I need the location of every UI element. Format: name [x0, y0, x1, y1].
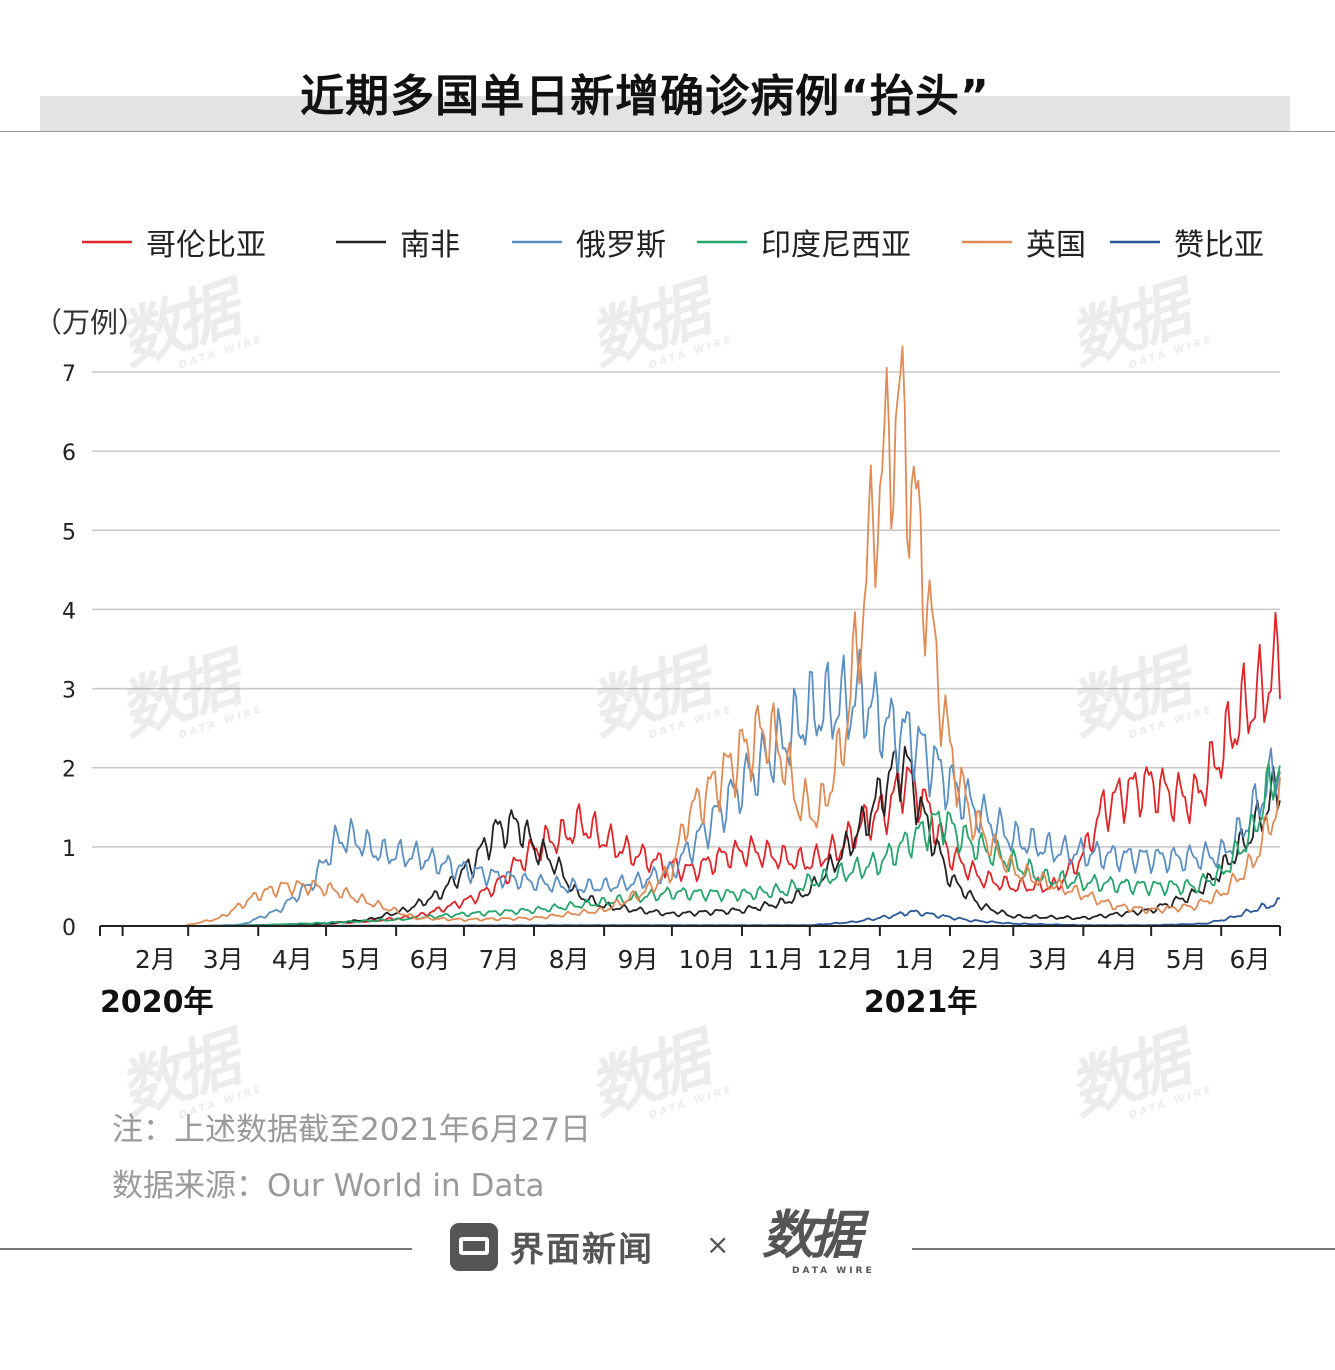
series-line-5 — [100, 345, 1281, 927]
jiemian-brand: 界面新闻 — [450, 1222, 654, 1271]
y-axis-label: （万例） — [34, 306, 146, 339]
y-tick-label: 1 — [62, 837, 76, 862]
x-tick-label: 6月 — [1230, 945, 1271, 974]
x-tick-label: 2月 — [135, 945, 176, 974]
title-band — [40, 96, 1290, 132]
x-tick-label: 7月 — [479, 945, 520, 974]
x-tick-label: 11月 — [747, 945, 804, 974]
source-text: 数据来源：Our World in Data — [112, 1168, 545, 1204]
datawire-logo-en: DATA WIRE — [792, 1266, 875, 1276]
jiemian-name: 界面新闻 — [510, 1230, 654, 1270]
series-line-3 — [100, 648, 1281, 927]
y-axis-ticks: 0 1 2 3 4 5 6 7 — [62, 362, 76, 941]
datawire-logo: 数据 DATA WIRE — [762, 1206, 875, 1276]
legend-label: 印度尼西亚 — [761, 228, 911, 263]
legend-label: 哥伦比亚 — [146, 228, 266, 263]
legend-label: 英国 — [1026, 228, 1086, 263]
datawire-logo-cn: 数据 — [762, 1206, 862, 1266]
chart-legend: 哥伦比亚 南非 俄罗斯 印度尼西亚 英国 赞比亚 — [82, 228, 1264, 263]
x-tick-label: 6月 — [410, 945, 451, 974]
legend-label: 南非 — [400, 228, 460, 263]
note-text: 注：上述数据截至2021年6月27日 — [112, 1112, 592, 1148]
x-tick-label: 9月 — [618, 945, 659, 974]
x-tick-label: 3月 — [1028, 945, 1069, 974]
y-tick-label: 0 — [62, 916, 76, 941]
y-tick-label: 7 — [62, 362, 76, 387]
x-tick-label: 8月 — [549, 945, 590, 974]
x-tick-label: 5月 — [1166, 945, 1207, 974]
y-tick-label: 6 — [62, 441, 76, 466]
series-line-4 — [100, 762, 1281, 927]
title-rule — [0, 131, 1335, 132]
x-tick-label: 4月 — [272, 945, 313, 974]
footer-divider-left — [0, 1248, 412, 1250]
x-axis: 2月 3月 4月 5月 6月 7月 8月 9月 10月 11月 12月 1月 2月 3月 4月 5月 6月 202… — [99, 925, 1281, 1020]
legend-label: 赞比亚 — [1174, 228, 1264, 263]
x-tick-label: 3月 — [203, 945, 244, 974]
footer-divider-right — [912, 1248, 1335, 1250]
x-tick-label: 12月 — [816, 945, 873, 974]
line-chart: 哥伦比亚 南非 俄罗斯 印度尼西亚 英国 赞比亚 （万例） 0 1 2 3 4 5 6 7 2月 3月 4月… — [34, 228, 1281, 1020]
year-label: 2020年 — [100, 985, 214, 1020]
y-tick-label: 5 — [62, 520, 76, 545]
x-tick-label: 10月 — [679, 945, 736, 974]
y-tick-label: 2 — [62, 758, 76, 783]
y-tick-label: 4 — [62, 599, 76, 624]
x-tick-label: 5月 — [341, 945, 382, 974]
legend-label: 俄罗斯 — [576, 228, 666, 263]
x-tick-label: 2月 — [961, 945, 1002, 974]
year-label: 2021年 — [864, 985, 978, 1020]
grid-lines — [92, 371, 1280, 848]
times-sign: × — [706, 1228, 730, 1261]
x-tick-label: 1月 — [894, 945, 935, 974]
jiemian-logo-icon — [450, 1222, 498, 1271]
x-tick-label: 4月 — [1097, 945, 1138, 974]
y-tick-label: 3 — [62, 679, 76, 704]
series-lines — [100, 345, 1281, 927]
page-title: 近期多国单日新增确诊病例“抬头” — [300, 71, 990, 122]
